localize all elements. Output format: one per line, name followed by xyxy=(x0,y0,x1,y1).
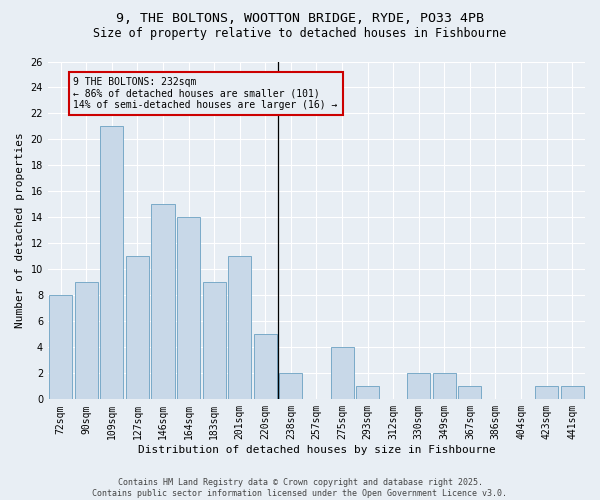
Bar xyxy=(228,256,251,400)
Bar xyxy=(331,348,353,400)
Bar xyxy=(254,334,277,400)
Text: Size of property relative to detached houses in Fishbourne: Size of property relative to detached ho… xyxy=(94,28,506,40)
Bar xyxy=(151,204,175,400)
Text: Contains HM Land Registry data © Crown copyright and database right 2025.
Contai: Contains HM Land Registry data © Crown c… xyxy=(92,478,508,498)
Bar xyxy=(458,386,481,400)
X-axis label: Distribution of detached houses by size in Fishbourne: Distribution of detached houses by size … xyxy=(137,445,496,455)
Text: 9 THE BOLTONS: 232sqm
← 86% of detached houses are smaller (101)
14% of semi-det: 9 THE BOLTONS: 232sqm ← 86% of detached … xyxy=(73,77,338,110)
Bar xyxy=(407,374,430,400)
Text: 9, THE BOLTONS, WOOTTON BRIDGE, RYDE, PO33 4PB: 9, THE BOLTONS, WOOTTON BRIDGE, RYDE, PO… xyxy=(116,12,484,26)
Bar xyxy=(100,126,124,400)
Y-axis label: Number of detached properties: Number of detached properties xyxy=(15,132,25,328)
Bar xyxy=(126,256,149,400)
Bar xyxy=(535,386,558,400)
Bar xyxy=(177,218,200,400)
Bar xyxy=(75,282,98,400)
Bar xyxy=(280,374,302,400)
Bar xyxy=(433,374,456,400)
Bar xyxy=(356,386,379,400)
Bar xyxy=(561,386,584,400)
Bar xyxy=(203,282,226,400)
Bar xyxy=(49,296,72,400)
